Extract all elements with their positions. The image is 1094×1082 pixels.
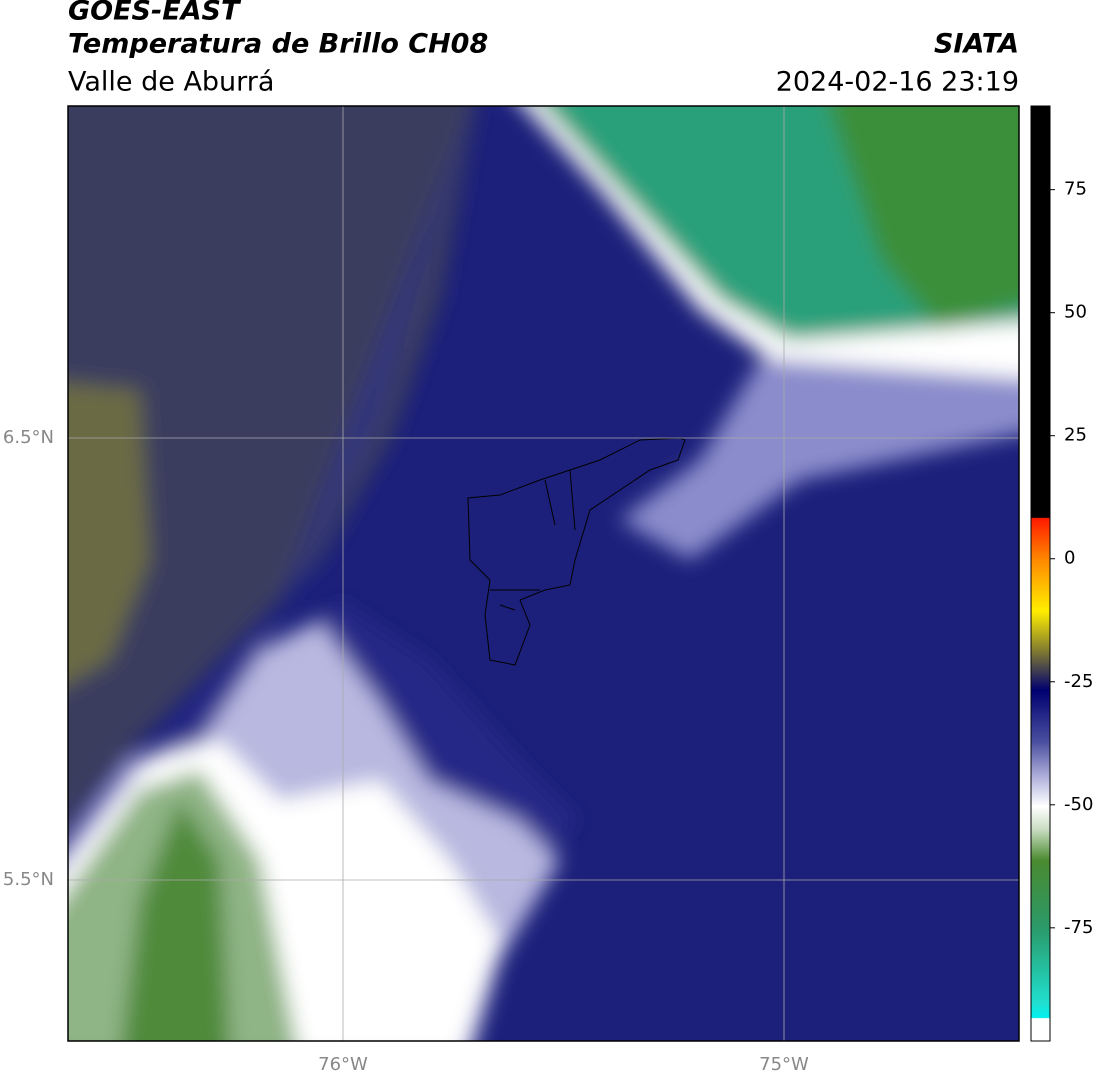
- colorbar-tick-label: 25: [1064, 425, 1087, 446]
- subtitle: Temperatura de Brillo CH08: [68, 29, 488, 60]
- colorbar-tick-label: -75: [1064, 917, 1093, 938]
- colorbar-tick-label: 75: [1064, 179, 1087, 200]
- colorbar-tick-label: 0: [1064, 548, 1075, 569]
- region: Valle de Aburrá: [68, 67, 274, 98]
- title: GOES-EAST: [68, 0, 242, 27]
- lat-label: 6.5°N: [3, 427, 54, 448]
- lon-label: 75°W: [759, 1054, 809, 1075]
- colorbar: [1030, 105, 1051, 1042]
- lat-label: 5.5°N: [3, 869, 54, 890]
- map-frame: [67, 105, 1020, 1042]
- satellite-image: [68, 106, 1019, 1041]
- colorbar-tick-label: -25: [1064, 671, 1093, 692]
- colorbar-tick-label: 50: [1064, 302, 1087, 323]
- lon-label: 76°W: [318, 1054, 368, 1075]
- colorbar-tick-label: -50: [1064, 794, 1093, 815]
- datetime: 2024-02-16 23:19: [776, 67, 1019, 98]
- source: SIATA: [934, 29, 1019, 60]
- colorbar-ticks: 75 50 25 0 -25 -50 -75: [1050, 179, 1093, 938]
